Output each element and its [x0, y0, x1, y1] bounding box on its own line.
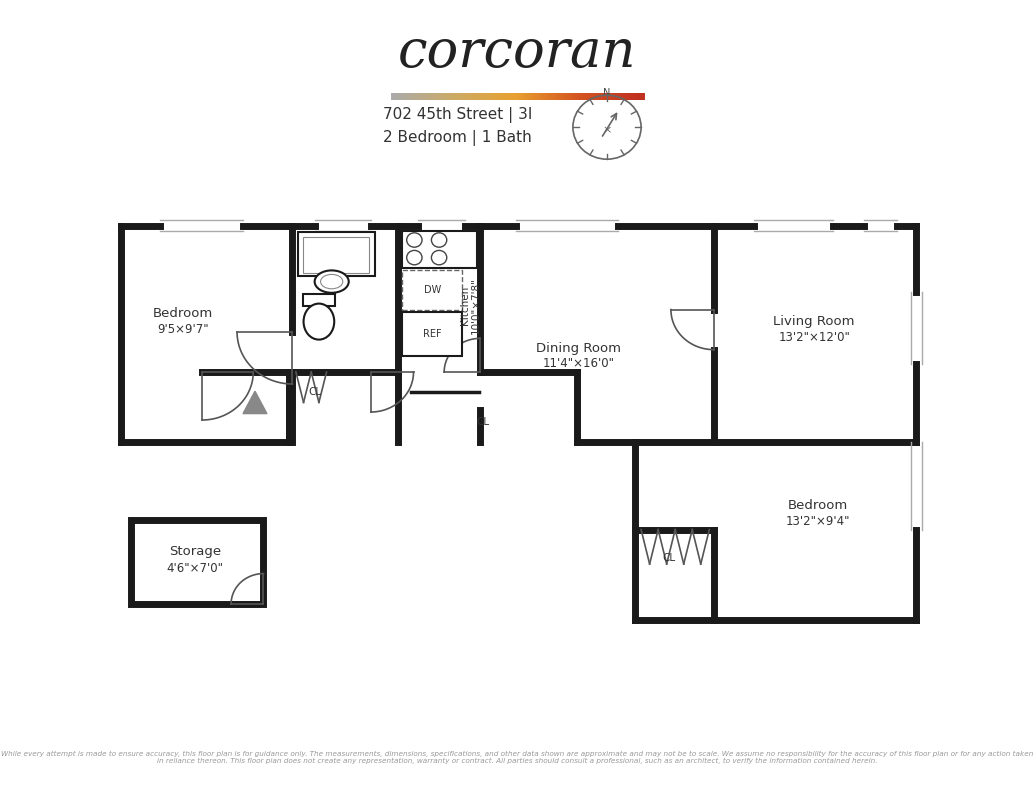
- Text: 9'5×9'7": 9'5×9'7": [157, 323, 209, 336]
- Ellipse shape: [315, 270, 349, 293]
- Text: 2 Bedroom | 1 Bath: 2 Bedroom | 1 Bath: [383, 130, 532, 146]
- Text: Dining Room: Dining Room: [536, 342, 621, 354]
- Text: Bedroom: Bedroom: [153, 307, 213, 320]
- Text: 702 45th Street | 3I: 702 45th Street | 3I: [383, 107, 533, 123]
- Text: Bedroom: Bedroom: [788, 499, 848, 512]
- Bar: [403, 312, 462, 356]
- Bar: [403, 270, 462, 310]
- Polygon shape: [243, 391, 267, 414]
- Text: DW: DW: [423, 285, 441, 294]
- Text: Kitchen
10'0"×7'8": Kitchen 10'0"×7'8": [460, 277, 481, 334]
- Text: Living Room: Living Room: [773, 315, 855, 328]
- Text: corcoran: corcoran: [398, 26, 637, 78]
- Text: Storage: Storage: [170, 546, 221, 558]
- Bar: [302, 237, 369, 273]
- Text: CL: CL: [477, 417, 490, 426]
- Ellipse shape: [303, 304, 334, 339]
- Text: 13'2"×12'0": 13'2"×12'0": [778, 331, 850, 344]
- Text: While every attempt is made to ensure accuracy, this floor plan is for guidance : While every attempt is made to ensure ac…: [1, 751, 1034, 764]
- Text: REF: REF: [423, 330, 442, 339]
- Text: 11'4"×16'0": 11'4"×16'0": [543, 358, 615, 370]
- Text: CL: CL: [308, 387, 321, 397]
- Text: ×: ×: [602, 126, 612, 135]
- Text: 13'2"×9'4": 13'2"×9'4": [786, 515, 850, 528]
- Text: CL: CL: [662, 554, 676, 563]
- Text: 4'6"×7'0": 4'6"×7'0": [167, 562, 224, 574]
- Bar: [298, 232, 375, 276]
- Bar: [302, 294, 335, 306]
- Bar: [403, 231, 477, 268]
- Text: N: N: [603, 88, 611, 98]
- Bar: [131, 520, 264, 604]
